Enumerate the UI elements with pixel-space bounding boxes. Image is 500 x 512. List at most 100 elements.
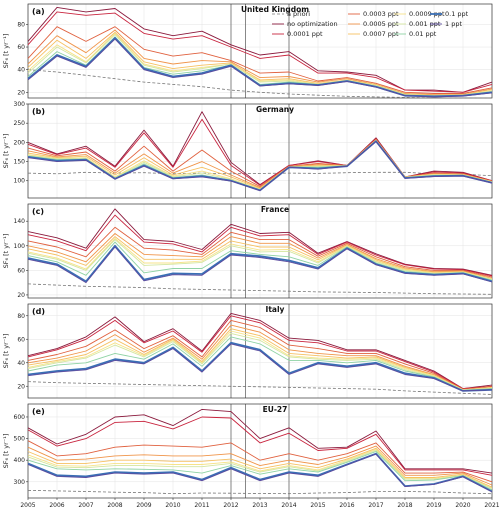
series-line	[27, 283, 493, 295]
series-line	[27, 38, 493, 98]
series-line	[27, 448, 493, 489]
x-tick-label: 2006	[49, 502, 64, 509]
series-line	[27, 447, 493, 488]
series-line	[27, 237, 493, 280]
y-tick-label: 150	[14, 159, 26, 166]
series-line	[27, 226, 493, 278]
legend-entry: 0.001 ppt	[409, 20, 441, 28]
panel-title: United Kingdom	[241, 5, 309, 14]
y-tick-label: 140	[14, 218, 26, 225]
x-tick-label: 2012	[223, 502, 238, 509]
series-line	[27, 440, 493, 483]
legend-entry: 0.0007 ppt	[363, 30, 399, 38]
x-tick-label: 2015	[310, 502, 325, 509]
legend-entry: 0.0001 ppt	[287, 30, 323, 38]
panel-label: (c)	[32, 207, 44, 216]
series-line	[27, 319, 493, 390]
y-axis-label: SF₆ [t yr⁻¹]	[2, 234, 10, 269]
series-line	[27, 332, 493, 391]
legend: a priori no optimization 0.0001 ppt 0.0003 …	[272, 10, 469, 38]
series-line	[27, 324, 493, 391]
series-line	[27, 31, 493, 96]
legend-entry: 1 ppt	[445, 20, 462, 28]
x-tick-label: 2007	[78, 502, 93, 509]
panel-2: 100 150 200 250 300 SF₆ [t yr⁻¹] (b) Germany	[2, 101, 493, 199]
y-tick-label: 40	[17, 67, 25, 74]
series-line	[27, 490, 493, 495]
series-line	[27, 29, 493, 96]
legend-entry: 0.0005 ppt	[363, 20, 399, 28]
series-line	[27, 239, 493, 281]
series-line	[27, 343, 493, 392]
y-axis-label: SF₆ [t yr⁻¹]	[2, 34, 10, 69]
series-line	[27, 445, 493, 486]
y-tick-label: 100	[14, 178, 26, 185]
x-tick-label: 2018	[397, 502, 412, 509]
y-tick-label: 20	[17, 383, 25, 390]
panel-4: 20 40 60 80 SF₆ [t yr⁻¹] (d) Italy	[2, 303, 493, 399]
series-line	[27, 453, 493, 493]
y-tick-label: 300	[14, 101, 26, 108]
y-tick-label: 40	[17, 360, 25, 367]
legend-entry: 0.01 ppt	[409, 30, 437, 38]
panel-frame	[27, 3, 493, 99]
series-line	[27, 11, 493, 93]
series-line	[27, 408, 493, 474]
panel-title: Germany	[256, 105, 294, 114]
series-line	[27, 233, 493, 279]
y-tick-label: 250	[14, 120, 26, 127]
series-line	[27, 208, 493, 276]
series-line	[27, 34, 493, 97]
y-tick-label: 80	[17, 313, 25, 320]
series-line	[27, 341, 493, 392]
y-tick-label: 100	[14, 243, 26, 250]
legend-entry: 0.1 ppt	[445, 10, 469, 18]
x-tick-label: 2008	[107, 502, 122, 509]
panel-label: (e)	[32, 407, 45, 416]
y-tick-label: 300	[14, 479, 26, 486]
y-tick-label: 500	[14, 436, 26, 443]
series-line	[27, 26, 493, 94]
series-line	[27, 69, 492, 99]
y-tick-label: 600	[14, 414, 26, 421]
series-line	[27, 450, 493, 490]
panel-label: (b)	[32, 107, 45, 116]
y-tick-label: 400	[14, 457, 26, 464]
series-line	[27, 451, 493, 491]
legend-entry: 0.0003 ppt	[363, 10, 399, 18]
x-tick-label: 2016	[339, 502, 354, 509]
x-tick-label: 2010	[165, 502, 180, 509]
x-tick-label: 2013	[252, 502, 267, 509]
panel-5: 300 400 500 600 SF₆ [t yr⁻¹] (e) EU-27	[2, 403, 493, 499]
y-tick-label: 20	[17, 292, 25, 299]
y-axis-label: SF₆ [t yr⁻¹]	[2, 434, 10, 469]
legend-entry: no optimization	[287, 20, 338, 28]
x-tick-label: 2020	[455, 502, 470, 509]
series-line	[27, 330, 493, 391]
x-tick-label: 2005	[20, 502, 35, 509]
x-tick-label: 2019	[426, 502, 441, 509]
x-tick-label: 2009	[136, 502, 151, 509]
series-line	[27, 315, 493, 390]
series-line	[27, 141, 493, 192]
x-tick-label: 2017	[368, 502, 383, 509]
panel-3: 20 60 100 140 SF₆ [t yr⁻¹] (c) France	[2, 203, 493, 299]
series-line	[27, 416, 493, 476]
panel-label: (d)	[32, 307, 45, 316]
x-tick-label: 2011	[194, 502, 209, 509]
series-line	[27, 236, 493, 280]
legend-entry: a priori	[287, 10, 310, 18]
panel-label: (a)	[32, 7, 45, 16]
y-tick-label: 60	[17, 336, 25, 343]
panel-frame	[27, 203, 493, 299]
y-tick-label: 200	[14, 139, 26, 146]
y-tick-label: 20	[17, 89, 25, 96]
panel-title: Italy	[266, 305, 285, 314]
series-line	[27, 312, 493, 390]
series-line	[27, 241, 493, 281]
y-axis-label: SF₆ [t yr⁻¹]	[2, 134, 10, 169]
series-line	[27, 381, 493, 395]
legend-entry: 0.0009 ppt	[409, 10, 445, 18]
series-line	[27, 214, 493, 277]
